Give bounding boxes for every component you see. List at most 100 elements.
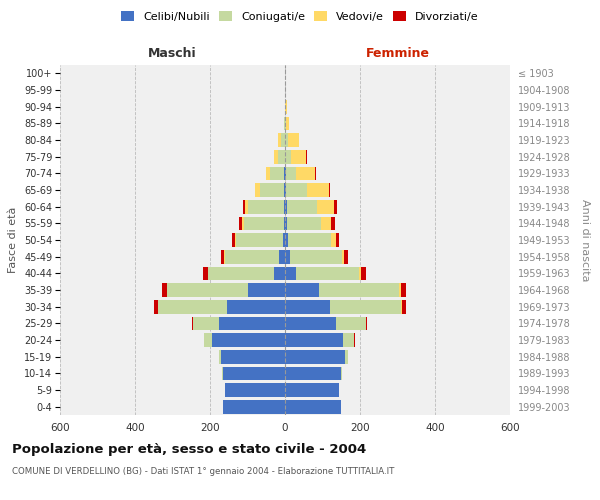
Bar: [319, 283, 400, 297]
Bar: [223, 366, 285, 380]
Bar: [400, 283, 401, 297]
Bar: [317, 200, 334, 213]
Bar: [285, 233, 288, 247]
Bar: [235, 233, 236, 247]
Bar: [283, 233, 285, 247]
Bar: [284, 183, 285, 197]
Bar: [203, 266, 208, 280]
Bar: [290, 150, 307, 164]
Bar: [285, 150, 290, 164]
Bar: [224, 250, 225, 264]
Bar: [154, 300, 157, 314]
Bar: [274, 266, 285, 280]
Bar: [157, 300, 227, 314]
Bar: [285, 283, 319, 297]
Text: COMUNE DI VERDELLINO (BG) - Dati ISTAT 1° gennaio 2004 - Elaborazione TUTTITALIA: COMUNE DI VERDELLINO (BG) - Dati ISTAT 1…: [12, 468, 394, 476]
Text: Femmine: Femmine: [365, 47, 430, 60]
Bar: [284, 216, 285, 230]
Bar: [270, 166, 284, 180]
Bar: [221, 250, 224, 264]
Bar: [288, 133, 299, 147]
Bar: [278, 133, 281, 147]
Bar: [286, 100, 287, 114]
Bar: [227, 300, 285, 314]
Bar: [285, 166, 286, 180]
Bar: [287, 200, 317, 213]
Bar: [287, 216, 320, 230]
Bar: [256, 183, 260, 197]
Bar: [285, 366, 341, 380]
Bar: [285, 300, 330, 314]
Bar: [281, 133, 285, 147]
Bar: [401, 283, 406, 297]
Bar: [285, 316, 335, 330]
Y-axis label: Fasce di età: Fasce di età: [8, 207, 19, 273]
Bar: [163, 283, 167, 297]
Bar: [242, 216, 244, 230]
Bar: [244, 200, 245, 213]
Bar: [285, 266, 296, 280]
Text: Popolazione per età, sesso e stato civile - 2004: Popolazione per età, sesso e stato civil…: [12, 442, 366, 456]
Bar: [248, 200, 284, 213]
Bar: [359, 266, 361, 280]
Bar: [361, 266, 366, 280]
Bar: [245, 200, 248, 213]
Bar: [225, 250, 280, 264]
Bar: [220, 316, 285, 330]
Bar: [193, 316, 220, 330]
Bar: [285, 183, 286, 197]
Bar: [285, 400, 341, 413]
Bar: [192, 316, 193, 330]
Bar: [331, 216, 335, 230]
Bar: [280, 250, 285, 264]
Bar: [401, 300, 402, 314]
Bar: [331, 233, 335, 247]
Bar: [315, 166, 316, 180]
Bar: [285, 133, 288, 147]
Bar: [221, 350, 285, 364]
Bar: [335, 233, 340, 247]
Y-axis label: Anni di nascita: Anni di nascita: [580, 198, 590, 281]
Bar: [329, 183, 330, 197]
Bar: [288, 233, 331, 247]
Bar: [335, 316, 365, 330]
Bar: [285, 216, 287, 230]
Bar: [296, 166, 315, 180]
Bar: [284, 166, 285, 180]
Bar: [285, 200, 287, 213]
Bar: [307, 183, 329, 197]
Bar: [244, 216, 284, 230]
Bar: [285, 116, 286, 130]
Bar: [284, 200, 285, 213]
Bar: [285, 350, 345, 364]
Bar: [285, 250, 290, 264]
Bar: [266, 166, 270, 180]
Bar: [402, 300, 406, 314]
Bar: [320, 216, 331, 230]
Bar: [284, 116, 285, 130]
Bar: [205, 333, 212, 347]
Bar: [212, 333, 285, 347]
Bar: [232, 233, 235, 247]
Bar: [334, 200, 337, 213]
Bar: [208, 266, 274, 280]
Bar: [341, 366, 343, 380]
Bar: [343, 333, 355, 347]
Bar: [225, 383, 285, 397]
Bar: [167, 283, 248, 297]
Legend: Celibi/Nubili, Coniugati/e, Vedovi/e, Divorziati/e: Celibi/Nubili, Coniugati/e, Vedovi/e, Di…: [118, 8, 482, 25]
Bar: [220, 350, 221, 364]
Bar: [239, 216, 242, 230]
Text: Maschi: Maschi: [148, 47, 197, 60]
Bar: [345, 350, 348, 364]
Bar: [285, 383, 340, 397]
Bar: [286, 183, 307, 197]
Bar: [260, 183, 284, 197]
Bar: [285, 333, 343, 347]
Bar: [236, 233, 283, 247]
Bar: [344, 250, 349, 264]
Bar: [277, 150, 285, 164]
Bar: [342, 250, 344, 264]
Bar: [274, 150, 277, 164]
Bar: [248, 283, 285, 297]
